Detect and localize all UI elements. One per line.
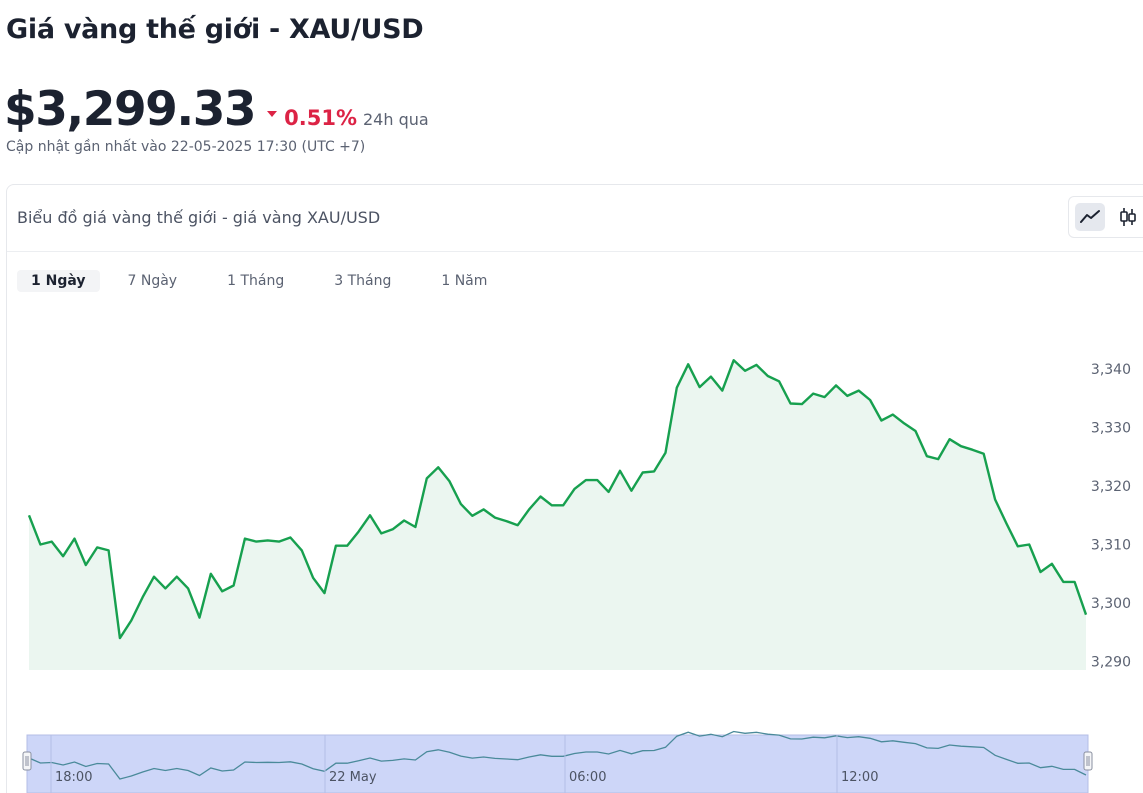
line-chart-icon: [1080, 210, 1100, 223]
price-area-fill: [29, 360, 1086, 670]
navigator-range[interactable]: [26, 734, 1089, 793]
range-tab-1-day[interactable]: 1 Ngày: [17, 270, 100, 292]
navigator-tick-label: 22 May: [329, 770, 377, 785]
caret-down-icon: [267, 111, 278, 117]
range-tab-7-days[interactable]: 7 Ngày: [127, 273, 178, 289]
y-tick-label: 3,320: [1091, 479, 1131, 495]
line-chart-button[interactable]: [1075, 203, 1105, 231]
chart-type-toggle: [1068, 196, 1143, 238]
price-row: $3,299.33 0.51% 24h qua: [4, 82, 429, 137]
range-tab-1-year[interactable]: 1 Năm: [441, 273, 488, 289]
chart-card-title: Biểu đồ giá vàng thế giới - giá vàng XAU…: [17, 208, 381, 227]
y-tick-label: 3,310: [1091, 538, 1131, 554]
current-price: $3,299.33: [4, 82, 257, 137]
navigator-tick-label: 12:00: [841, 770, 878, 785]
navigator-line: [28, 730, 1087, 780]
change-percent: 0.51%: [284, 106, 357, 130]
navigator-left-handle[interactable]: [22, 751, 32, 771]
navigator-tick-label: 18:00: [55, 770, 92, 785]
chart-card-header: Biểu đồ giá vàng thế giới - giá vàng XAU…: [7, 185, 1143, 252]
price-line-series: [27, 359, 1088, 640]
last-updated: Cập nhật gần nhất vào 22-05-2025 17:30 (…: [6, 139, 366, 155]
change-period: 24h qua: [363, 110, 429, 129]
navigator-tick-label: 06:00: [569, 770, 606, 785]
y-tick-label: 3,330: [1091, 421, 1131, 437]
y-tick-label: 3,290: [1091, 655, 1131, 671]
range-tab-3-months[interactable]: 3 Tháng: [334, 273, 392, 289]
range-tabs: 1 Ngày 7 Ngày 1 Tháng 3 Tháng 1 Năm: [17, 270, 509, 292]
candlestick-button[interactable]: [1113, 203, 1143, 231]
page-title: Giá vàng thế giới - XAU/USD: [6, 14, 424, 45]
navigator-right-handle[interactable]: [1083, 751, 1093, 771]
candlestick-icon: [1120, 208, 1136, 226]
y-tick-label: 3,300: [1091, 596, 1131, 612]
y-tick-label: 3,340: [1091, 362, 1131, 378]
range-tab-1-month[interactable]: 1 Tháng: [227, 273, 285, 289]
